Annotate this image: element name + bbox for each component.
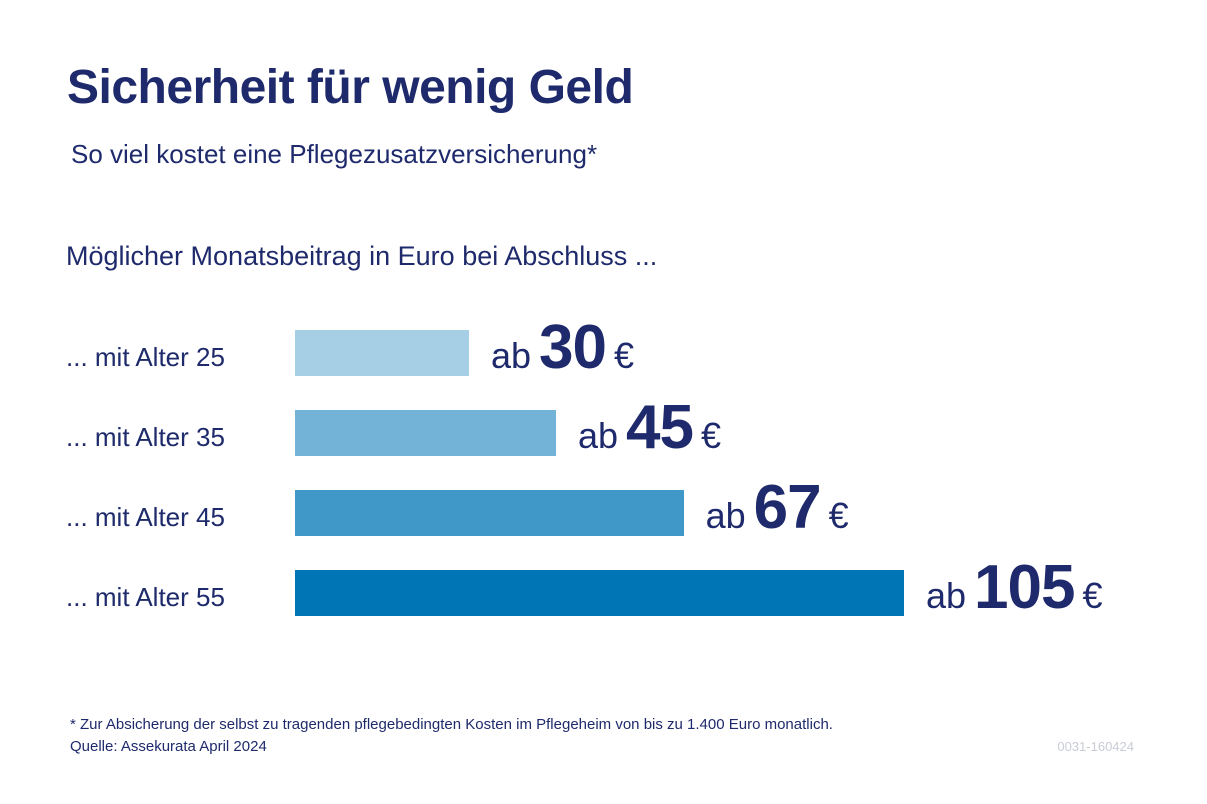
- bar: [295, 330, 469, 376]
- value-prefix: ab: [926, 575, 967, 616]
- value-unit: €: [828, 495, 849, 536]
- category-label: ... mit Alter 45: [66, 502, 225, 532]
- value-unit: €: [1082, 575, 1103, 616]
- data-label: ab 67 €: [706, 477, 849, 539]
- graphic-code: 0031-160424: [1057, 739, 1134, 754]
- value-number: 105: [974, 553, 1075, 622]
- bar: [295, 490, 684, 536]
- value-number: 30: [539, 313, 607, 382]
- value-number: 45: [626, 393, 694, 462]
- value-unit: €: [614, 335, 635, 376]
- data-label: ab 45 €: [578, 397, 721, 459]
- footnote: * Zur Absicherung der selbst zu tragende…: [70, 716, 833, 733]
- chart-subtitle: So viel kostet eine Pflegezusatzversiche…: [71, 139, 598, 169]
- category-label: ... mit Alter 35: [66, 422, 225, 452]
- chart-title: Sicherheit für wenig Geld: [67, 61, 634, 114]
- chart-caption: Möglicher Monatsbeitrag in Euro bei Absc…: [66, 241, 658, 271]
- source-note: Quelle: Assekurata April 2024: [70, 738, 267, 755]
- data-label: ab 30 €: [491, 317, 634, 379]
- value-unit: €: [701, 415, 722, 456]
- category-label: ... mit Alter 55: [66, 582, 225, 612]
- value-prefix: ab: [578, 415, 619, 456]
- bar: [295, 410, 556, 456]
- data-label: ab 105 €: [926, 557, 1103, 619]
- bar: [295, 570, 904, 616]
- category-label: ... mit Alter 25: [66, 342, 225, 372]
- value-prefix: ab: [705, 495, 746, 536]
- value-number: 67: [753, 473, 822, 542]
- value-prefix: ab: [491, 335, 532, 376]
